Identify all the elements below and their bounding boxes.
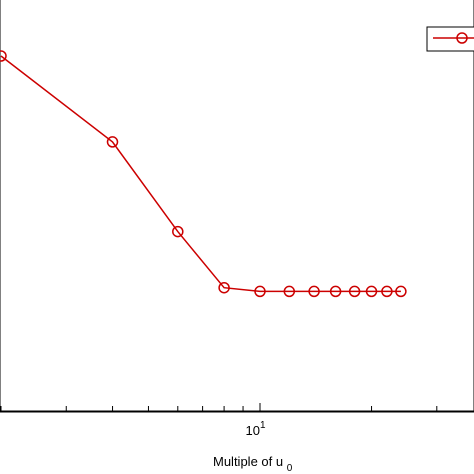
legend-box — [426, 26, 474, 52]
data-point — [283, 285, 296, 298]
data-point — [218, 281, 230, 294]
data-point — [254, 285, 266, 298]
x-tick-label-exponent: 1 — [260, 420, 266, 431]
series-line — [0, 50, 407, 298]
data-point — [0, 50, 7, 62]
data-point — [308, 285, 320, 298]
x-axis-label-text: Multiple of u — [213, 454, 283, 469]
data-point — [365, 285, 378, 298]
plot-frame — [0, 0, 474, 413]
x-tick-label-10: 10 — [246, 423, 260, 438]
data-point — [395, 285, 407, 298]
data-point — [381, 285, 393, 298]
x-tick-label-base: 10 — [246, 423, 260, 438]
data-point — [172, 225, 184, 238]
x-axis-label-subscript: 0 — [287, 463, 293, 474]
legend-marker — [456, 32, 468, 44]
x-ticks — [0, 403, 438, 411]
x-axis-label: Multiple of u 0 — [213, 454, 293, 474]
data-point — [329, 285, 342, 298]
data-point — [106, 136, 119, 148]
legend — [426, 26, 474, 52]
series-0-line — [0, 55, 401, 293]
data-point — [348, 285, 361, 298]
